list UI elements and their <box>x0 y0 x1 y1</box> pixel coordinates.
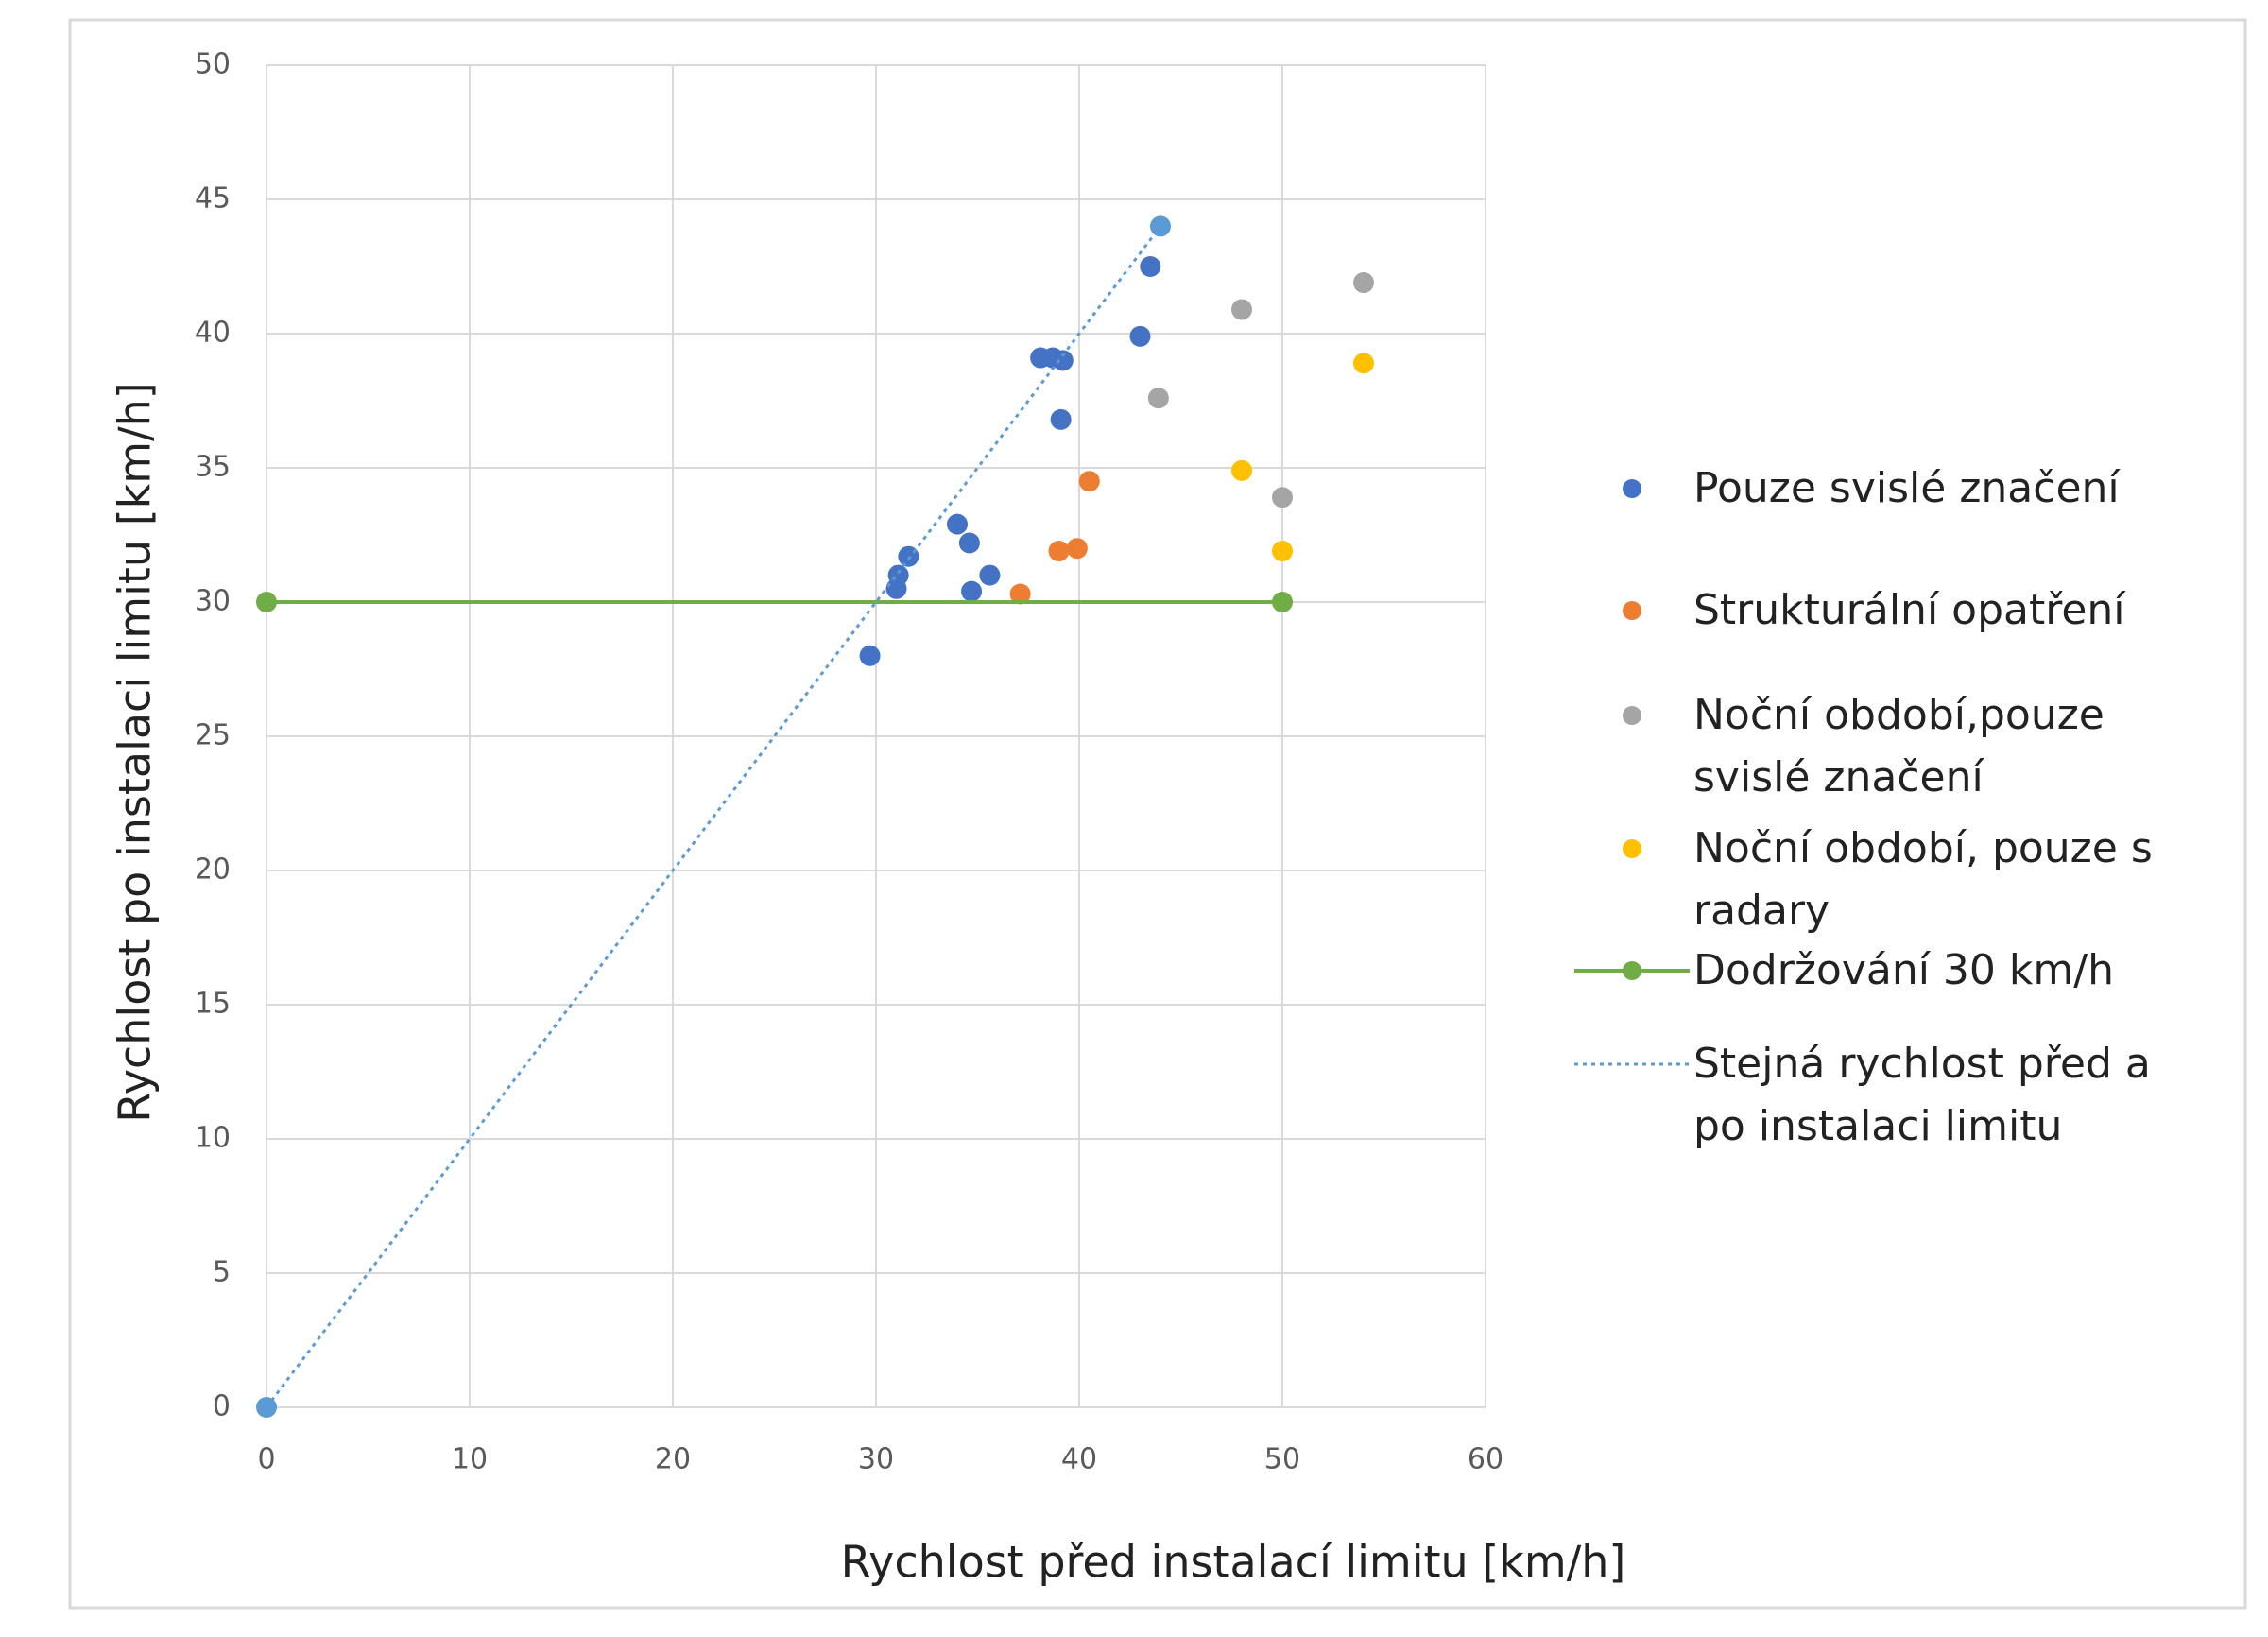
legend-label: Strukturální opatření <box>1693 586 2125 634</box>
legend-label: Stejná rychlost před a po instalaci limi… <box>1693 1040 2151 1150</box>
legend-symbol <box>1623 479 1641 498</box>
x-tick-label: 30 <box>858 1443 894 1476</box>
x-tick-label: 50 <box>1264 1443 1300 1476</box>
data-point <box>1147 388 1169 409</box>
y-tick-label: 0 <box>213 1390 231 1423</box>
y-tick-label: 35 <box>195 451 231 484</box>
legend-symbol <box>1623 601 1641 620</box>
y-tick-label: 30 <box>195 585 231 618</box>
data-point <box>958 532 980 554</box>
legend-label: Noční období,pouze svislé značení <box>1693 691 2105 801</box>
legend-item: Pouze svislé značení <box>1574 457 2236 520</box>
data-point <box>1231 459 1252 481</box>
legend-item: Stejná rychlost před a po instalaci limi… <box>1574 1033 2236 1158</box>
x-tick-label: 20 <box>655 1443 691 1476</box>
legend-marker <box>1623 601 1641 620</box>
data-point <box>887 564 909 586</box>
data-point <box>1050 408 1072 430</box>
legend-label: Noční období, pouze s radary <box>1693 824 2153 935</box>
legend-label: Dodržování 30 km/h <box>1693 946 2114 994</box>
y-tick-label: 5 <box>213 1256 231 1289</box>
y-tick-label: 25 <box>195 719 231 752</box>
data-point <box>1048 541 1070 562</box>
y-tick-label: 10 <box>195 1122 231 1155</box>
x-axis-title: Rychlost před instalací limitu [km/h] <box>841 1537 1626 1588</box>
y-axis-title: Rychlost po instalaci limitu [km/h] <box>110 382 161 1122</box>
legend-item: Noční období, pouze s radary <box>1574 818 2236 942</box>
legend-marker <box>1623 479 1641 498</box>
legend-marker <box>1623 961 1641 980</box>
data-point <box>979 564 1001 586</box>
data-point <box>1272 592 1293 612</box>
data-point <box>947 513 968 535</box>
data-point <box>1353 272 1374 294</box>
legend-symbol <box>1623 839 1641 858</box>
legend-symbol <box>1574 1062 1690 1066</box>
legend-symbol <box>1623 706 1641 725</box>
data-point <box>1078 471 1100 492</box>
legend-marker <box>1623 839 1641 858</box>
data-point <box>1272 487 1293 508</box>
x-tick-label: 10 <box>452 1443 488 1476</box>
data-point <box>256 1397 277 1418</box>
data-point <box>1353 353 1374 374</box>
data-point <box>1066 538 1088 560</box>
y-tick-label: 20 <box>195 853 231 887</box>
y-tick-label: 15 <box>195 988 231 1021</box>
x-tick-label: 40 <box>1061 1443 1097 1476</box>
y-tick-label: 45 <box>195 182 231 215</box>
data-point <box>859 645 881 666</box>
data-point <box>1009 583 1031 605</box>
data-point <box>898 545 919 567</box>
data-point <box>1231 299 1252 320</box>
data-point <box>1150 215 1171 237</box>
y-tick-label: 50 <box>195 48 231 81</box>
y-tick-label: 40 <box>195 317 231 350</box>
x-tick-label: 0 <box>257 1443 275 1476</box>
data-point <box>1140 256 1161 277</box>
chart-border <box>68 18 2247 1610</box>
series-line <box>265 225 1162 1408</box>
data-point <box>1272 541 1293 562</box>
data-point <box>256 592 277 612</box>
x-tick-label: 60 <box>1468 1443 1503 1476</box>
legend-marker <box>1623 706 1641 725</box>
data-point <box>961 580 983 602</box>
legend-item: Dodržování 30 km/h <box>1574 939 2236 1002</box>
data-point <box>1129 325 1151 347</box>
legend-item: Noční období,pouze svislé značení <box>1574 684 2236 809</box>
legend-item: Strukturální opatření <box>1574 579 2236 642</box>
legend-symbol <box>1574 961 1690 980</box>
legend-label: Pouze svislé značení <box>1693 464 2120 512</box>
data-point <box>1052 350 1074 371</box>
